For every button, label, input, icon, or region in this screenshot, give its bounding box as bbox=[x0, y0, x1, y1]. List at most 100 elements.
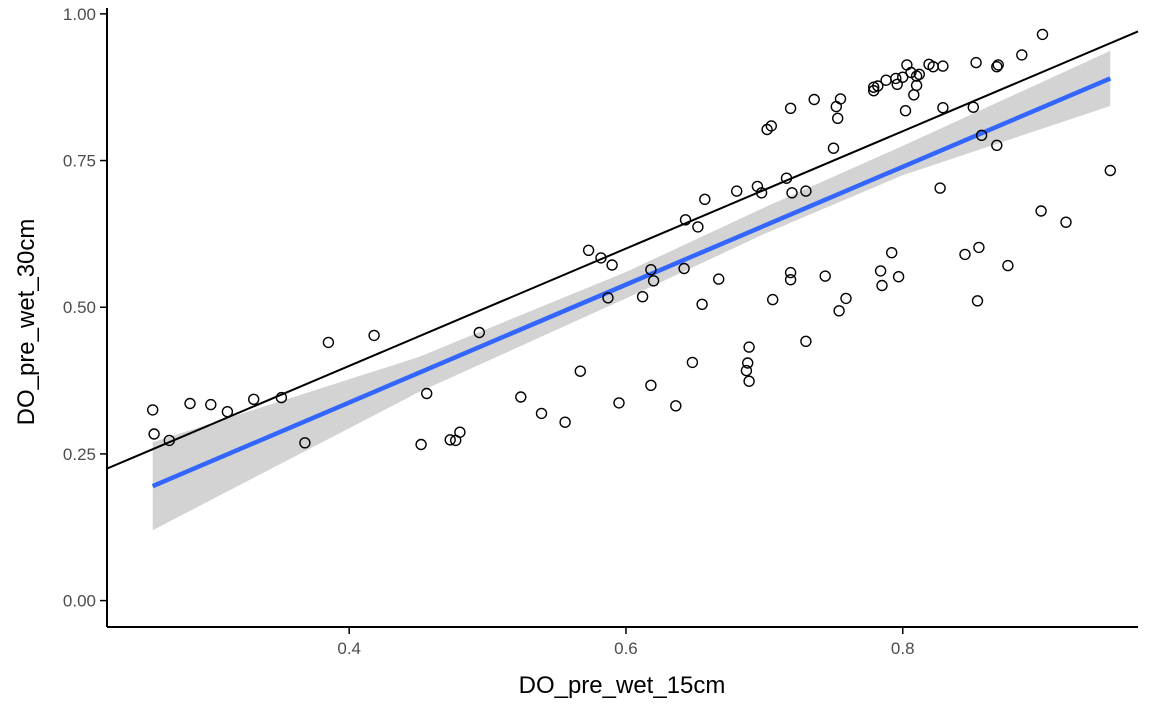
data-point bbox=[937, 101, 949, 114]
x-tick-label: 0.4 bbox=[337, 639, 361, 658]
data-point bbox=[743, 375, 755, 387]
data-point bbox=[696, 298, 708, 310]
data-point bbox=[827, 142, 840, 154]
data-point bbox=[184, 397, 196, 410]
data-point bbox=[247, 393, 260, 405]
data-point bbox=[740, 364, 753, 377]
plot-panel bbox=[107, 28, 1139, 531]
data-point bbox=[786, 187, 798, 199]
data-point bbox=[275, 391, 288, 404]
data-point bbox=[205, 398, 217, 411]
data-point bbox=[645, 264, 657, 276]
data-point bbox=[146, 404, 159, 416]
data-point bbox=[991, 139, 1003, 152]
data-point bbox=[606, 259, 618, 271]
data-point bbox=[992, 59, 1004, 71]
data-point bbox=[686, 356, 699, 369]
data-point bbox=[1035, 205, 1047, 217]
data-point bbox=[678, 262, 690, 275]
confidence-band bbox=[152, 50, 1111, 531]
data-point bbox=[148, 428, 160, 440]
data-point bbox=[905, 66, 917, 79]
data-point bbox=[899, 104, 912, 117]
data-point bbox=[299, 437, 311, 449]
data-point bbox=[670, 400, 682, 412]
data-point bbox=[647, 275, 660, 287]
x-axis-title: DO_pre_wet_15cm bbox=[519, 672, 726, 699]
data-point bbox=[874, 265, 887, 277]
data-point bbox=[819, 270, 831, 282]
y-tick-label: 1.00 bbox=[63, 5, 96, 24]
data-point bbox=[595, 252, 607, 264]
data-point bbox=[901, 59, 913, 71]
data-point bbox=[890, 72, 902, 85]
data-point bbox=[784, 274, 797, 286]
y-tick-label: 0.00 bbox=[63, 592, 96, 611]
x-axis-ticks: 0.4 0.6 0.8 bbox=[337, 627, 915, 658]
data-point bbox=[1016, 49, 1028, 61]
data-point bbox=[910, 79, 923, 92]
data-point bbox=[692, 221, 704, 233]
y-tick-label: 0.50 bbox=[63, 298, 96, 317]
data-point bbox=[908, 89, 920, 101]
data-point bbox=[742, 357, 754, 369]
data-point bbox=[886, 246, 898, 259]
data-point bbox=[613, 397, 625, 409]
data-point bbox=[800, 185, 812, 197]
data-point bbox=[975, 129, 988, 142]
data-point bbox=[872, 80, 884, 92]
data-point bbox=[421, 387, 433, 400]
data-point bbox=[713, 273, 725, 285]
data-point bbox=[755, 187, 768, 199]
data-point bbox=[973, 241, 985, 254]
data-point bbox=[959, 248, 971, 261]
data-point bbox=[535, 407, 548, 420]
data-point bbox=[699, 193, 711, 206]
data-point bbox=[444, 434, 456, 446]
data-point bbox=[731, 185, 743, 197]
data-point bbox=[454, 426, 466, 438]
x-tick-label: 0.8 bbox=[891, 639, 915, 658]
data-point bbox=[221, 406, 234, 418]
y-axis-title: DO_pre_wet_30cm bbox=[13, 219, 40, 426]
data-point bbox=[1104, 164, 1117, 177]
data-point bbox=[636, 291, 649, 303]
data-point bbox=[880, 74, 892, 86]
fit-line bbox=[151, 76, 1112, 489]
data-point bbox=[897, 71, 909, 83]
data-point bbox=[840, 292, 852, 305]
data-point bbox=[767, 293, 779, 306]
reference-line bbox=[107, 30, 1139, 470]
y-axis-ticks: 0.00 0.25 0.50 0.75 1.00 bbox=[63, 5, 107, 611]
data-point bbox=[808, 93, 820, 106]
data-point bbox=[910, 70, 923, 82]
data-point bbox=[830, 100, 842, 113]
data-point bbox=[602, 292, 614, 304]
data-point bbox=[368, 329, 380, 342]
data-point bbox=[876, 279, 888, 292]
data-point bbox=[163, 434, 176, 447]
data-point bbox=[891, 78, 903, 91]
data-point bbox=[892, 271, 905, 283]
y-tick-label: 0.75 bbox=[63, 152, 96, 171]
data-points bbox=[146, 28, 1117, 451]
data-point bbox=[559, 416, 571, 428]
data-point bbox=[765, 120, 777, 132]
data-point bbox=[800, 335, 812, 347]
data-point bbox=[784, 102, 797, 115]
data-point bbox=[743, 341, 755, 353]
data-point bbox=[582, 244, 595, 257]
data-point bbox=[473, 326, 485, 339]
data-point bbox=[1036, 28, 1049, 41]
data-point bbox=[934, 182, 946, 194]
data-point bbox=[834, 93, 847, 105]
axes: 0.4 0.6 0.8 0.00 0.25 0.50 0.75 1.00 bbox=[63, 5, 1138, 658]
data-point bbox=[833, 305, 845, 317]
data-point bbox=[784, 266, 797, 279]
data-point bbox=[967, 101, 979, 113]
data-point bbox=[1060, 216, 1072, 228]
x-tick-label: 0.6 bbox=[614, 639, 638, 658]
data-point bbox=[913, 68, 925, 81]
data-point bbox=[832, 112, 844, 125]
